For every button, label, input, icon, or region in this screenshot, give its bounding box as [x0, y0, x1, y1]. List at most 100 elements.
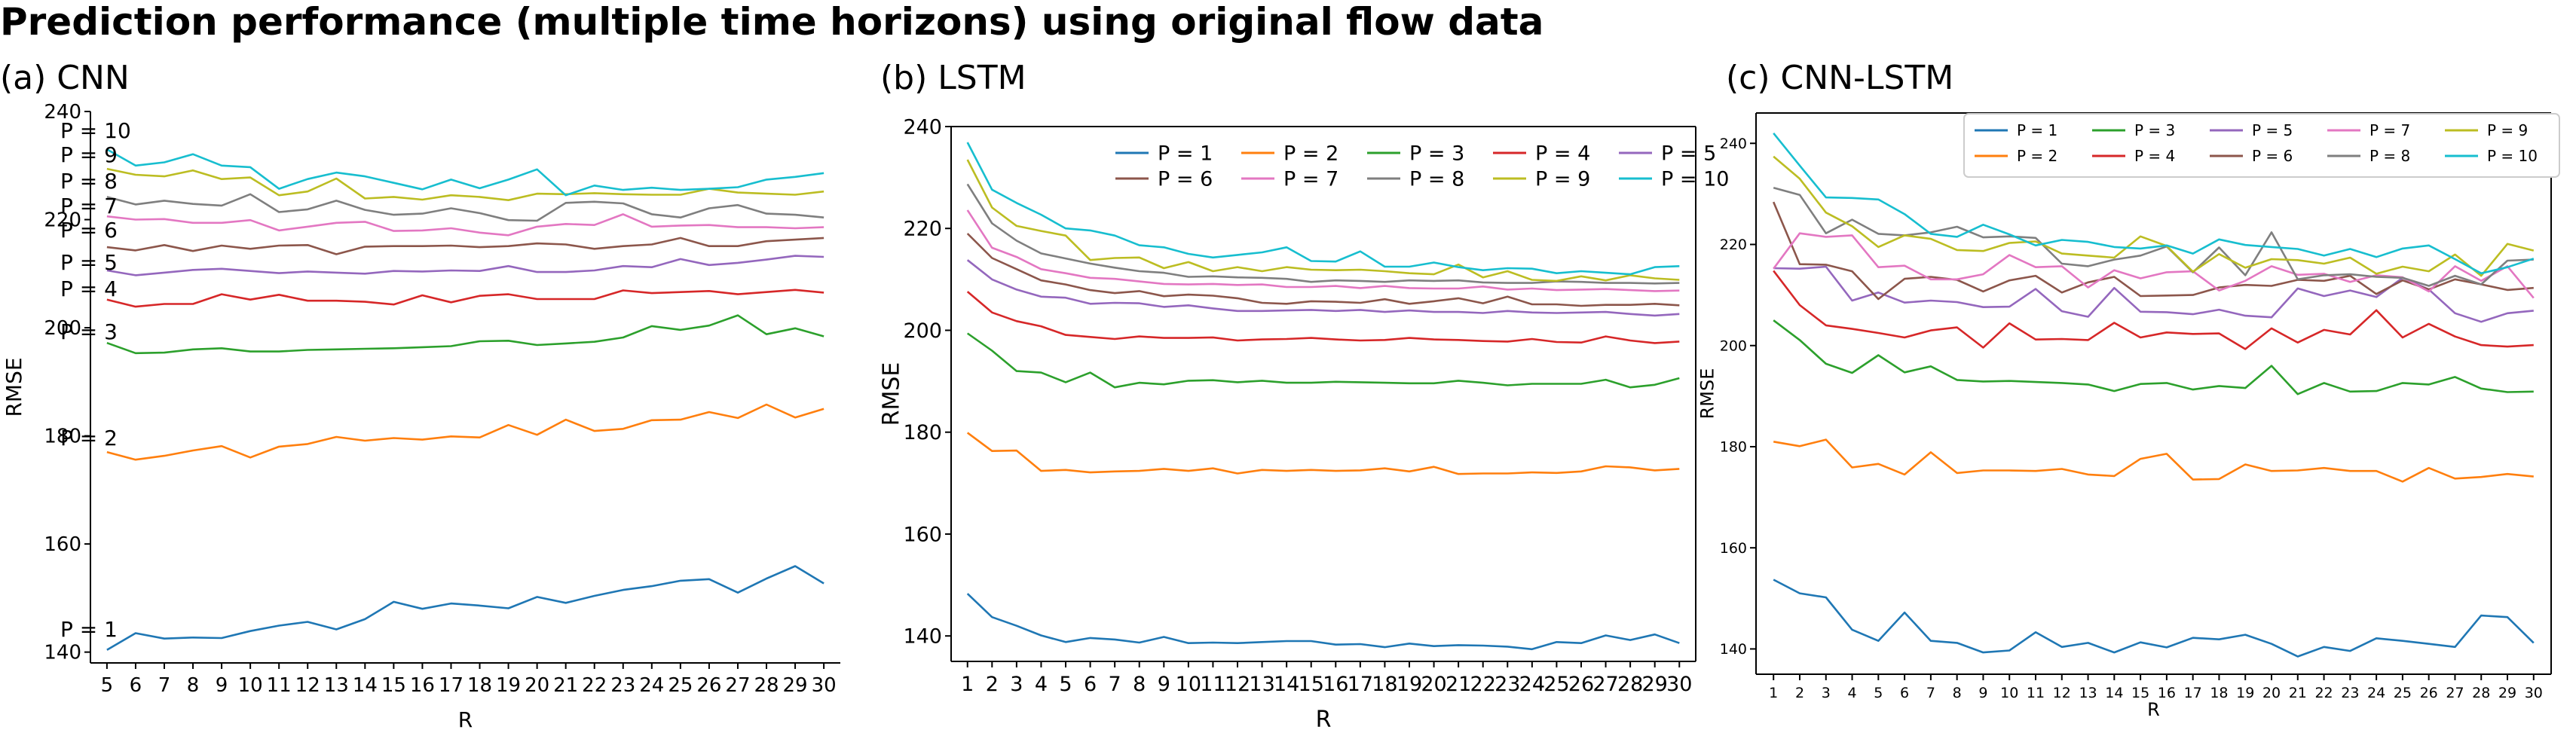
series-line-p-10 — [106, 148, 825, 197]
legend-label-p-5: P = 5 — [1661, 142, 1716, 166]
x-tick-label: 23 — [610, 674, 635, 697]
series-line-p-2 — [1773, 438, 2534, 483]
series-line-p-5 — [966, 259, 1680, 317]
inline-label-p-10: P = 10 — [60, 118, 131, 143]
y-tick-label: 240 — [903, 115, 942, 139]
series-line-p-8 — [966, 183, 1680, 285]
x-tick-label: 30 — [2525, 685, 2543, 701]
x-tick-label: 7 — [158, 674, 171, 697]
legend-label-p-2: P = 2 — [2017, 147, 2057, 165]
series-line-p-1 — [106, 565, 825, 651]
x-tick-label: 11 — [1200, 673, 1225, 696]
y-tick-label: 240 — [1720, 136, 1747, 152]
x-tick-label: 28 — [1617, 673, 1643, 696]
y-tick-label: 140 — [1720, 641, 1747, 658]
x-tick-label: 11 — [267, 674, 292, 697]
series-line-p-6 — [966, 233, 1680, 307]
x-tick-label: 8 — [1953, 685, 1962, 701]
x-tick-label: 15 — [2131, 685, 2149, 701]
legend-label-p-6: P = 6 — [2252, 147, 2293, 165]
x-tick-label: 27 — [725, 674, 750, 697]
y-tick-label: 140 — [903, 625, 942, 649]
panel-title-cnn: (a) CNN — [0, 59, 130, 97]
x-tick-label: 13 — [324, 674, 349, 697]
series-line-p-4 — [106, 289, 825, 308]
x-tick-label: 5 — [101, 674, 114, 697]
x-tick-label: 1 — [961, 673, 974, 696]
x-tick-label: 21 — [553, 674, 578, 697]
x-tick-label: 3 — [1010, 673, 1023, 696]
series-line-p-6 — [1773, 201, 2534, 301]
series-line-p-7 — [106, 213, 825, 237]
legend-label-p-7: P = 7 — [1283, 168, 1338, 191]
x-tick-label: 10 — [238, 674, 263, 697]
legend-label-p-8: P = 8 — [1409, 168, 1464, 191]
x-axis-label: R — [1316, 707, 1332, 733]
x-tick-label: 26 — [2420, 685, 2438, 701]
legend-label-p-6: P = 6 — [1158, 168, 1213, 191]
x-tick-label: 17 — [2184, 685, 2202, 701]
series-line-p-1 — [966, 593, 1680, 651]
y-tick-label: 240 — [44, 101, 81, 124]
x-tick-label: 2 — [1795, 685, 1804, 701]
x-tick-label: 19 — [1397, 673, 1422, 696]
x-tick-label: 20 — [1421, 673, 1446, 696]
x-tick-label: 22 — [2314, 685, 2333, 701]
inline-label-p-4: P = 4 — [60, 276, 118, 301]
x-tick-label: 21 — [2289, 685, 2307, 701]
x-tick-label: 29 — [783, 674, 808, 697]
legend-label-p-9: P = 9 — [1535, 168, 1590, 191]
x-tick-label: 13 — [1249, 673, 1274, 696]
x-tick-label: 30 — [812, 674, 837, 697]
x-tick-label: 24 — [2367, 685, 2385, 701]
x-tick-label: 14 — [353, 674, 378, 697]
y-tick-label: 220 — [903, 218, 942, 241]
legend-label-p-5: P = 5 — [2252, 121, 2293, 139]
y-tick-label: 220 — [44, 209, 81, 232]
x-tick-label: 18 — [2210, 685, 2228, 701]
series-line-p-1 — [1773, 579, 2535, 658]
x-tick-label: 16 — [1323, 673, 1348, 696]
x-tick-label: 25 — [1543, 673, 1569, 696]
inline-label-p-9: P = 9 — [60, 142, 118, 167]
y-tick-label: 140 — [44, 642, 81, 664]
x-tick-label: 15 — [381, 674, 406, 697]
x-tick-label: 9 — [1978, 685, 1987, 701]
series-line-p-2 — [106, 403, 825, 461]
x-tick-label: 27 — [1592, 673, 1618, 696]
y-tick-label: 160 — [1720, 540, 1747, 557]
x-tick-label: 15 — [1299, 673, 1324, 696]
x-tick-label: 26 — [1568, 673, 1594, 696]
series-group — [106, 148, 825, 651]
legend-label-p-3: P = 3 — [1409, 142, 1464, 166]
x-tick-label: 14 — [2105, 685, 2123, 701]
inline-label-p-7: P = 7 — [60, 194, 118, 218]
y-tick-label: 180 — [1720, 439, 1747, 456]
series-line-p-8 — [106, 193, 825, 222]
y-tick-label: 180 — [903, 421, 942, 444]
legend: P = 1 P = 2 P = 3 P = 4 P = 5 P = 6 P = 7 P = 8… — [1963, 113, 2560, 178]
x-tick-label: 29 — [1642, 673, 1668, 696]
series-line-p-5 — [106, 255, 825, 276]
y-axis-label: RMSE — [879, 362, 905, 426]
x-axis-label: R — [458, 707, 473, 732]
inline-label-p-1: P = 1 — [60, 617, 118, 642]
x-tick-label: 10 — [2000, 685, 2018, 701]
series-line-p-9 — [1773, 155, 2535, 277]
x-tick-label: 20 — [2262, 685, 2281, 701]
legend-label-p-10: P = 10 — [1661, 168, 1729, 191]
figure-title: Prediction performance (multiple time ho… — [0, 0, 1544, 44]
series-line-p-4 — [966, 291, 1680, 344]
inline-label-p-8: P = 8 — [60, 169, 118, 194]
x-tick-label: 3 — [1822, 685, 1831, 701]
x-tick-label: 26 — [696, 674, 721, 697]
legend: P = 1 P = 2 P = 3 P = 4 P = 5 P = 6 P = 7 P = 8… — [1115, 142, 1729, 191]
x-tick-label: 6 — [1084, 673, 1097, 696]
y-tick-label: 200 — [44, 317, 81, 340]
series-line-p-6 — [106, 237, 825, 255]
